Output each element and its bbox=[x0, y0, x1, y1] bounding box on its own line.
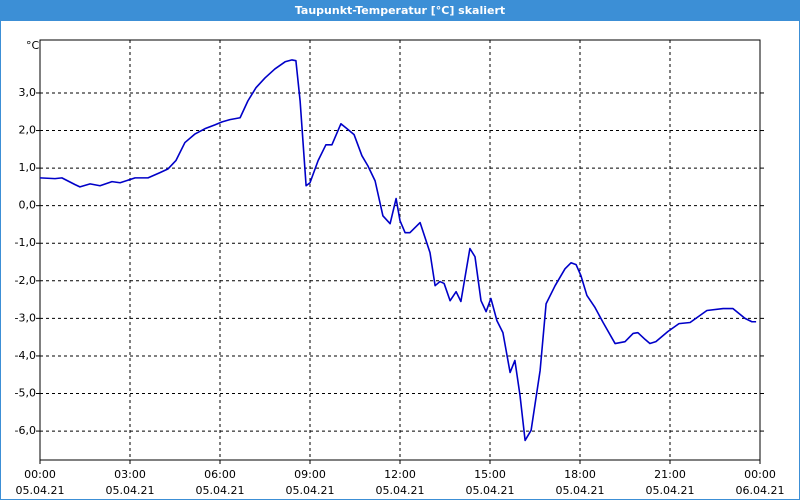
y-tick-label: 1,0 bbox=[19, 161, 37, 174]
y-unit: °C bbox=[26, 39, 40, 52]
x-tick-label: 03:00 bbox=[114, 468, 146, 481]
y-tick-label: -5,0 bbox=[15, 387, 36, 400]
y-tick-label: -6,0 bbox=[15, 424, 36, 437]
x-tick-date: 05.04.21 bbox=[16, 484, 65, 497]
x-tick-label: 09:00 bbox=[294, 468, 326, 481]
y-tick-label: 0,0 bbox=[19, 199, 37, 212]
y-tick-label: -4,0 bbox=[15, 349, 36, 362]
x-tick-label: 18:00 bbox=[564, 468, 596, 481]
x-tick-date: 05.04.21 bbox=[106, 484, 155, 497]
x-tick-label: 00:00 bbox=[744, 468, 776, 481]
title-bar: Taupunkt-Temperatur [°C] skaliert bbox=[1, 1, 799, 21]
x-tick-date: 05.04.21 bbox=[646, 484, 695, 497]
x-tick-date: 05.04.21 bbox=[376, 484, 425, 497]
x-tick-date: 05.04.21 bbox=[556, 484, 605, 497]
y-tick-label: -1,0 bbox=[15, 236, 36, 249]
x-tick-date: 05.04.21 bbox=[286, 484, 335, 497]
x-tick-label: 21:00 bbox=[654, 468, 686, 481]
chart: °C -6,0 -5,0 -4,0 -3,0 -2,0 -1,0 0,0 1,0 2,0 3,0 0… bbox=[15, 39, 785, 497]
y-tick-label: 3,0 bbox=[19, 86, 37, 99]
y-tick-label: 2,0 bbox=[19, 124, 37, 137]
x-tick-label: 12:00 bbox=[384, 468, 416, 481]
x-tick-label: 15:00 bbox=[474, 468, 506, 481]
x-tick-date: 05.04.21 bbox=[196, 484, 245, 497]
y-tick-label: -2,0 bbox=[15, 274, 36, 287]
x-tick-date: 06.04.21 bbox=[736, 484, 785, 497]
data-line bbox=[39, 59, 757, 442]
x-tick-label: 00:00 bbox=[24, 468, 56, 481]
x-tick-date: 05.04.21 bbox=[466, 484, 515, 497]
x-tick-label: 06:00 bbox=[204, 468, 236, 481]
plot-frame bbox=[39, 39, 761, 461]
y-tick-label: -3,0 bbox=[15, 311, 36, 324]
